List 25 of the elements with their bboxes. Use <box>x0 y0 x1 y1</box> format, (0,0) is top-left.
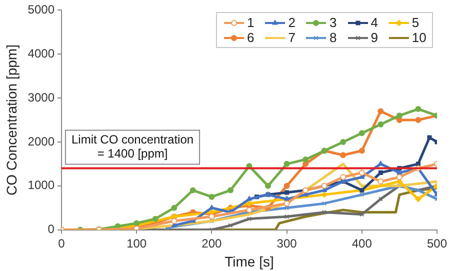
x-axis-title: Time [s] <box>224 253 274 270</box>
legend-label: 9 <box>370 30 378 46</box>
legend-label: 6 <box>246 30 254 46</box>
x-tick-label: 100 <box>126 236 147 250</box>
x-tick-label: 500 <box>426 236 448 250</box>
legend-label: 5 <box>412 15 420 30</box>
legend-label: 4 <box>370 15 378 30</box>
legend-label: 3 <box>329 15 337 30</box>
x-tick-label: 400 <box>352 236 372 250</box>
y-tick-label: 2000 <box>28 134 55 148</box>
legend-label: 7 <box>288 30 296 46</box>
x-tick-label: 200 <box>202 236 222 250</box>
y-tick-label: 1000 <box>28 178 55 192</box>
legend-label: 1 <box>246 15 254 30</box>
legend-label: 8 <box>329 30 337 46</box>
legend-label: 10 <box>412 30 426 46</box>
y-tick-label: 5000 <box>28 2 55 17</box>
y-tick-label: 0 <box>48 222 55 236</box>
legend-label: 2 <box>288 15 296 30</box>
y-tick-label: 3000 <box>28 90 55 104</box>
y-axis-title: CO Concentration [ppm] <box>3 44 20 196</box>
y-tick-label: 4000 <box>28 46 55 60</box>
ref-line-label: Limit CO concentration = 1400 [ppm] <box>71 132 194 161</box>
x-tick-label: 300 <box>276 236 298 250</box>
x-tick-label: 0 <box>58 236 66 250</box>
